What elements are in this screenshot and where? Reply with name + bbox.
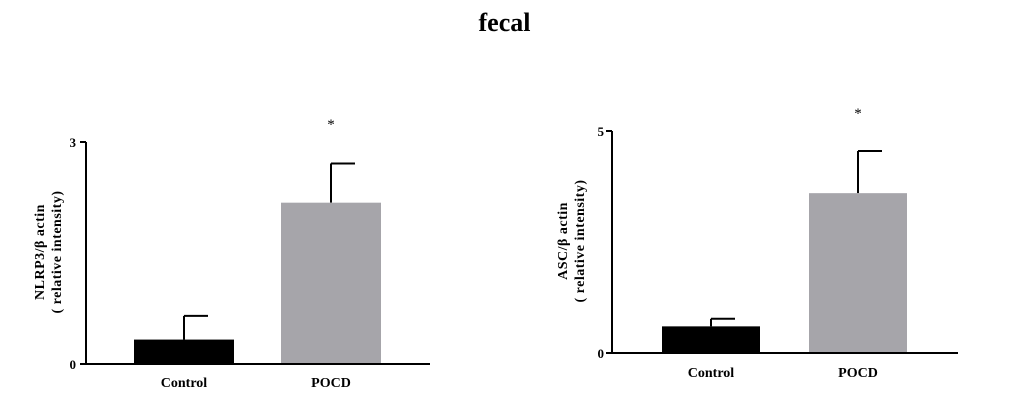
y-tick-label-max: 5 — [598, 124, 605, 139]
category-label-pocd: POCD — [838, 366, 878, 381]
bar-pocd — [281, 202, 381, 364]
y-tick-label-max: 3 — [70, 135, 77, 150]
bar-control — [662, 326, 760, 353]
y-axis-label-line2: ( relative intensity) — [573, 180, 588, 303]
y-axis-label-line1: NLRP3/β actin — [33, 204, 48, 300]
y-tick-label-min: 0 — [70, 357, 77, 372]
category-label-control: Control — [161, 376, 208, 391]
chart-panel-nlrp3: NLRP3/β actin ( relative intensity) 3 0 … — [33, 117, 430, 391]
category-label-pocd: POCD — [311, 376, 351, 391]
category-label-control: Control — [688, 366, 735, 381]
significance-marker: * — [854, 106, 862, 122]
chart-panel-asc: ASC/β actin ( relative intensity) 5 0 Co… — [556, 106, 958, 381]
y-tick-label-min: 0 — [598, 346, 605, 361]
bar-control — [134, 339, 234, 364]
y-axis-label-line2: ( relative intensity) — [50, 191, 65, 314]
significance-marker: * — [327, 117, 335, 133]
figure-title: fecal — [478, 8, 531, 37]
bar-pocd — [809, 193, 907, 353]
y-axis-label-line1: ASC/β actin — [556, 202, 571, 280]
